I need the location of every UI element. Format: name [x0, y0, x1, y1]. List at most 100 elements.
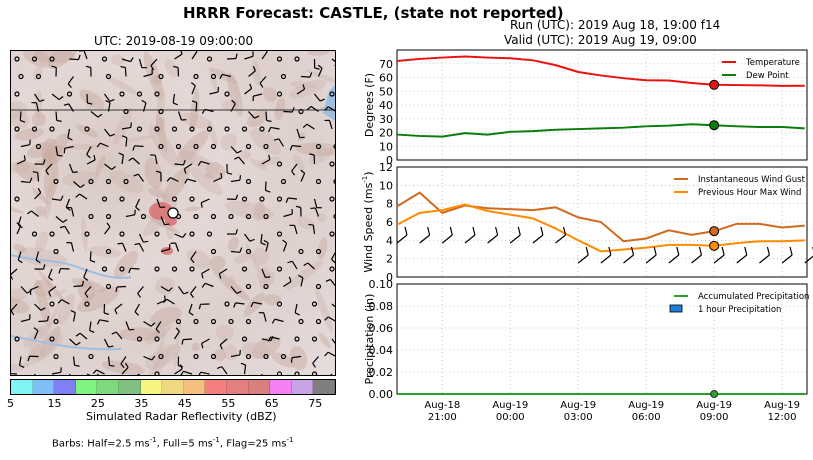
wind-barb-flag [233, 156, 239, 160]
calm-wind-circle [175, 318, 182, 325]
wind-barb [120, 356, 127, 365]
calm-wind-circle [31, 126, 38, 132]
wind-barb-flag [201, 283, 206, 288]
terrain-shade [154, 325, 167, 338]
wind-barb-flag [250, 302, 254, 308]
calm-wind-circle [193, 73, 199, 80]
calm-wind-circle [84, 126, 90, 132]
wind-barb [33, 330, 39, 340]
calm-wind-circle [210, 353, 217, 360]
wind-barb-flag [29, 289, 32, 295]
wind-barb-flag [166, 177, 171, 182]
wind-barb [328, 120, 333, 130]
wind-barb [555, 234, 566, 244]
wind-barb [314, 207, 320, 217]
wind-barb-flag [120, 363, 125, 369]
terrain-shade [227, 72, 243, 117]
wind-barb [69, 58, 79, 61]
legend-label: Accumulated Precipitation [698, 292, 809, 302]
colorbar-cell [140, 380, 163, 394]
wind-barb [103, 338, 110, 348]
terrain-shade [147, 188, 167, 199]
wind-barb [116, 285, 127, 288]
wind-barb [51, 371, 61, 375]
calm-wind-circle [263, 143, 269, 150]
colorbar-tick-label: 65 [264, 397, 279, 410]
terrain-shade [31, 112, 46, 127]
wind-barb-flag [308, 223, 314, 226]
wind-barb-flag [698, 246, 703, 256]
wind-barb-flag [472, 226, 476, 236]
wind-barb [79, 193, 88, 200]
calm-wind-circle [14, 336, 20, 342]
wind-barb-flag [254, 115, 260, 119]
calm-wind-circle [105, 178, 112, 185]
series-line [396, 55, 805, 87]
wind-barb [204, 282, 214, 288]
wind-barb [172, 93, 176, 103]
terrain-shade [263, 86, 278, 102]
x-tick-label: Aug-19 [628, 400, 664, 411]
y-tick-label: 0.08 [369, 300, 394, 313]
wind-barb [86, 373, 91, 375]
wind-barb-flag [265, 276, 271, 278]
wind-barb [104, 163, 113, 170]
wind-barb-flag [721, 246, 725, 256]
wind-barb [713, 254, 725, 264]
wind-barb [70, 242, 75, 252]
calm-wind-circle [189, 231, 195, 237]
wind-barb-flag [135, 206, 140, 211]
wind-barb [16, 225, 22, 235]
wind-barb [331, 252, 335, 260]
wind-barb [623, 254, 634, 264]
calm-wind-circle [245, 143, 252, 150]
wind-barb [138, 58, 143, 68]
wind-barb [182, 338, 193, 341]
terrain-shade [289, 345, 308, 371]
calm-wind-circle [245, 178, 252, 185]
wind-barb-flag [562, 226, 567, 236]
wind-barb-flag [17, 259, 23, 264]
terrain-shade [295, 142, 335, 157]
terrain-shade [143, 51, 164, 100]
colorbar-cell [32, 380, 55, 394]
y-axis-label: Precipitation (in) [363, 294, 376, 385]
calm-wind-circle [101, 196, 108, 202]
terrain-shade [14, 160, 42, 181]
wind-barb [137, 286, 144, 294]
wind-barb-flag [150, 322, 156, 327]
wind-barb-flag [111, 165, 116, 170]
wind-barb [235, 302, 245, 305]
wind-barb [187, 178, 197, 183]
wind-barb-flag [58, 96, 64, 101]
wind-barb-flag [75, 341, 81, 346]
terrain-shade [186, 248, 211, 270]
wind-barb [104, 128, 111, 137]
wind-barb-flag [172, 102, 179, 106]
terrain-shade [190, 166, 223, 196]
colorbar-tick-label: 25 [90, 397, 105, 410]
calm-wind-circle [158, 143, 164, 150]
terrain-shade [202, 172, 215, 179]
calm-wind-circle [241, 126, 248, 132]
wind-barb [166, 298, 175, 305]
wind-barb [259, 76, 267, 84]
wind-barb [73, 181, 81, 188]
plot-frame [396, 49, 808, 161]
y-tick-label: 0.02 [369, 366, 394, 379]
wind-barb-flag [164, 223, 170, 226]
wind-barb [174, 163, 184, 166]
wind-barb [48, 286, 57, 293]
wind-barb-flag [60, 195, 64, 201]
wind-barb [213, 177, 222, 183]
y-tick-label: 20 [379, 127, 393, 140]
wind-barb [265, 111, 268, 121]
calm-wind-circle [315, 143, 322, 150]
wind-barb [35, 251, 40, 261]
wind-barb [310, 105, 319, 112]
wind-barb-flag [266, 119, 272, 123]
terrain-shade [113, 250, 138, 278]
valid-time-marker [709, 79, 720, 90]
wind-barb [121, 367, 129, 375]
wind-barb [73, 285, 83, 288]
